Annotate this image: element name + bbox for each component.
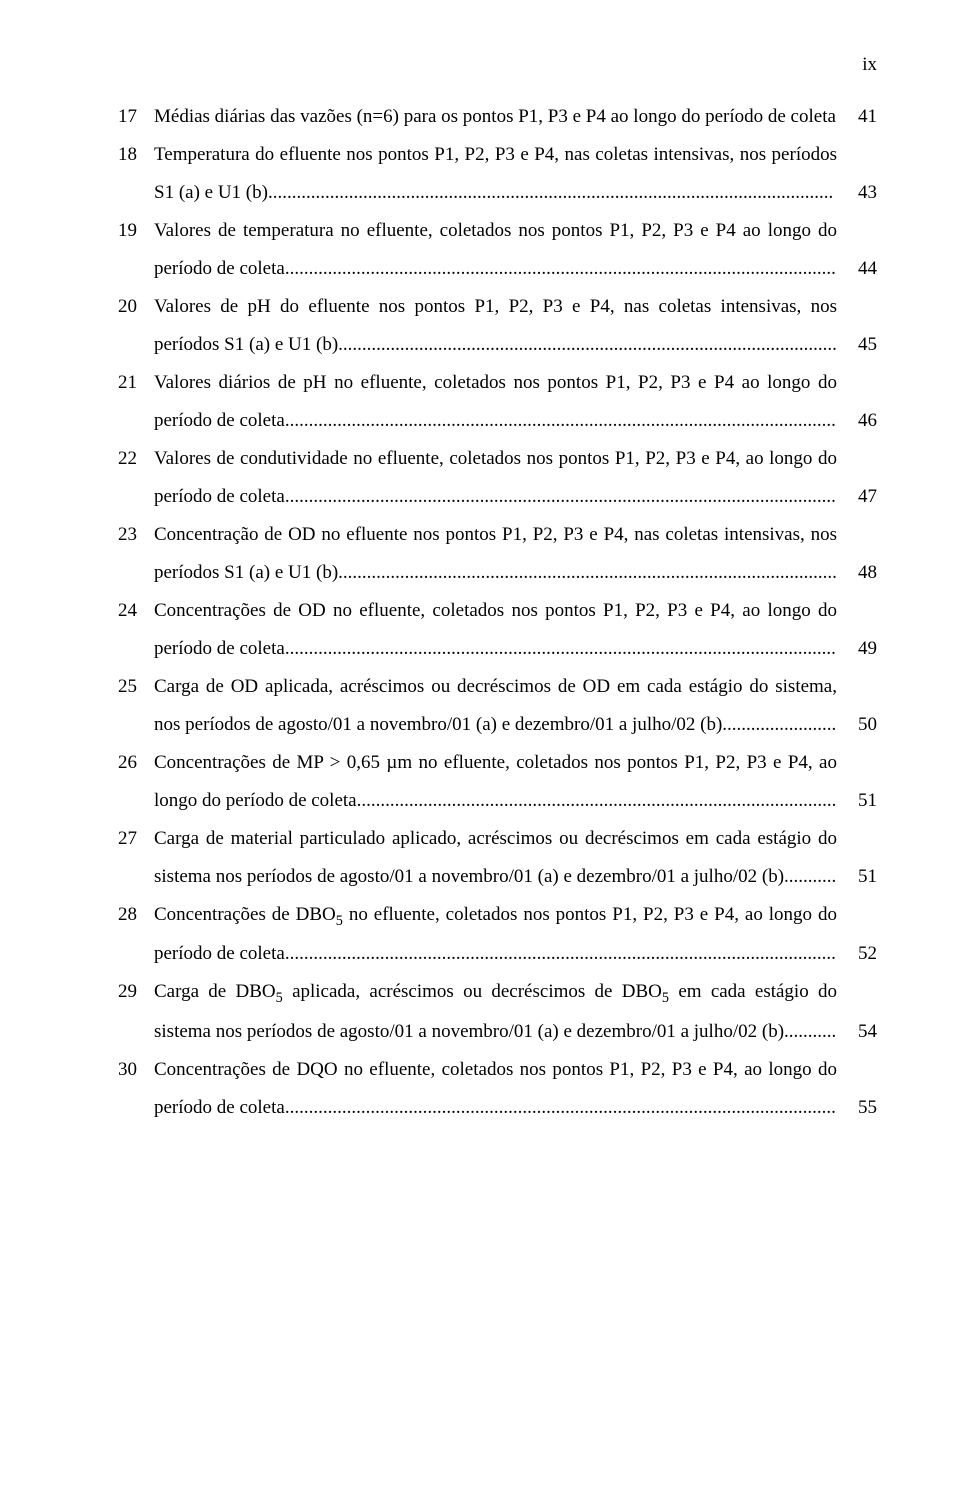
leader-dots: ........................................… — [268, 182, 833, 203]
toc-entry-text: Concentrações de OD no efluente, coletad… — [154, 592, 837, 668]
leader-dots: ........................................… — [285, 943, 836, 964]
toc-entry-number: 24 — [118, 592, 154, 630]
toc-entry-number: 21 — [118, 364, 154, 402]
leader-dots: ........................................… — [338, 562, 837, 583]
toc-entry: 18Temperatura do efluente nos pontos P1,… — [118, 136, 877, 212]
toc-entry-number: 20 — [118, 288, 154, 326]
toc-entry-text: Médias diárias das vazões (n=6) para os … — [154, 98, 837, 136]
toc-entry-number: 30 — [118, 1051, 154, 1089]
toc-entry-number: 25 — [118, 668, 154, 706]
toc-entry-page: 55 — [837, 1089, 877, 1127]
toc-entry-number: 19 — [118, 212, 154, 250]
toc-entry-text: Concentração de OD no efluente nos ponto… — [154, 516, 837, 592]
toc-entry-page: 47 — [837, 478, 877, 516]
toc-entry-number: 29 — [118, 973, 154, 1011]
toc-entry-number: 23 — [118, 516, 154, 554]
toc-entry-text: Temperatura do efluente nos pontos P1, P… — [154, 136, 837, 212]
toc-entry-number: 17 — [118, 98, 154, 136]
toc-entry: 20Valores de pH do efluente nos pontos P… — [118, 288, 877, 364]
leader-dots: ........................................… — [285, 258, 836, 279]
toc-entry: 28Concentrações de DBO5 no efluente, col… — [118, 896, 877, 973]
leader-dots: ........... — [784, 1021, 836, 1042]
toc-entry: 30Concentrações de DQO no efluente, cole… — [118, 1051, 877, 1127]
leader-dots: ........................................… — [285, 1097, 836, 1118]
toc-entry-text: Concentrações de DBO5 no efluente, colet… — [154, 896, 837, 973]
toc-entry: 24Concentrações de OD no efluente, colet… — [118, 592, 877, 668]
toc-entry-text: Valores de pH do efluente nos pontos P1,… — [154, 288, 837, 364]
toc-entry: 21Valores diários de pH no efluente, col… — [118, 364, 877, 440]
toc-entry-page: 49 — [837, 630, 877, 668]
toc-entry-text: Concentrações de DQO no efluente, coleta… — [154, 1051, 837, 1127]
toc-entry: 27Carga de material particulado aplicado… — [118, 820, 877, 896]
toc-entry-text: Carga de material particulado aplicado, … — [154, 820, 837, 896]
toc-entry-page: 48 — [837, 554, 877, 592]
toc-entry-page: 41 — [837, 98, 877, 136]
toc-entry-text: Carga de DBO5 aplicada, acréscimos ou de… — [154, 973, 837, 1050]
page-number: ix — [862, 54, 877, 76]
toc-entry-number: 28 — [118, 896, 154, 934]
toc-entry-text: Valores diários de pH no efluente, colet… — [154, 364, 837, 440]
leader-dots: ........................................… — [285, 486, 836, 507]
toc-entry-text: Valores de temperatura no efluente, cole… — [154, 212, 837, 288]
toc-list: 17Médias diárias das vazões (n=6) para o… — [118, 98, 877, 1127]
toc-entry-text: Carga de OD aplicada, acréscimos ou decr… — [154, 668, 837, 744]
toc-entry: 23Concentração de OD no efluente nos pon… — [118, 516, 877, 592]
toc-entry: 29Carga de DBO5 aplicada, acréscimos ou … — [118, 973, 877, 1050]
toc-entry-page: 45 — [837, 326, 877, 364]
toc-entry-page: 50 — [837, 706, 877, 744]
toc-entry: 25Carga de OD aplicada, acréscimos ou de… — [118, 668, 877, 744]
leader-dots: ........................ — [722, 714, 836, 735]
toc-entry-number: 22 — [118, 440, 154, 478]
toc-entry-page: 52 — [837, 935, 877, 973]
toc-entry: 19Valores de temperatura no efluente, co… — [118, 212, 877, 288]
toc-entry-text: Concentrações de MP > 0,65 µm no efluent… — [154, 744, 837, 820]
toc-entry-page: 43 — [837, 174, 877, 212]
leader-dots: ........................................… — [285, 410, 836, 431]
toc-entry: 22Valores de condutividade no efluente, … — [118, 440, 877, 516]
leader-dots: ........... — [784, 866, 836, 887]
toc-entry: 26Concentrações de MP > 0,65 µm no eflue… — [118, 744, 877, 820]
toc-entry-text: Valores de condutividade no efluente, co… — [154, 440, 837, 516]
toc-entry-page: 51 — [837, 782, 877, 820]
toc-entry-number: 27 — [118, 820, 154, 858]
toc-entry-page: 51 — [837, 858, 877, 896]
toc-entry-page: 44 — [837, 250, 877, 288]
toc-entry: 17Médias diárias das vazões (n=6) para o… — [118, 98, 877, 136]
toc-entry-page: 46 — [837, 402, 877, 440]
leader-dots: ........................................… — [357, 790, 837, 811]
toc-entry-number: 18 — [118, 136, 154, 174]
toc-entry-page: 54 — [837, 1013, 877, 1051]
leader-dots: ........................................… — [338, 334, 837, 355]
leader-dots: ........................................… — [285, 638, 836, 659]
toc-entry-number: 26 — [118, 744, 154, 782]
